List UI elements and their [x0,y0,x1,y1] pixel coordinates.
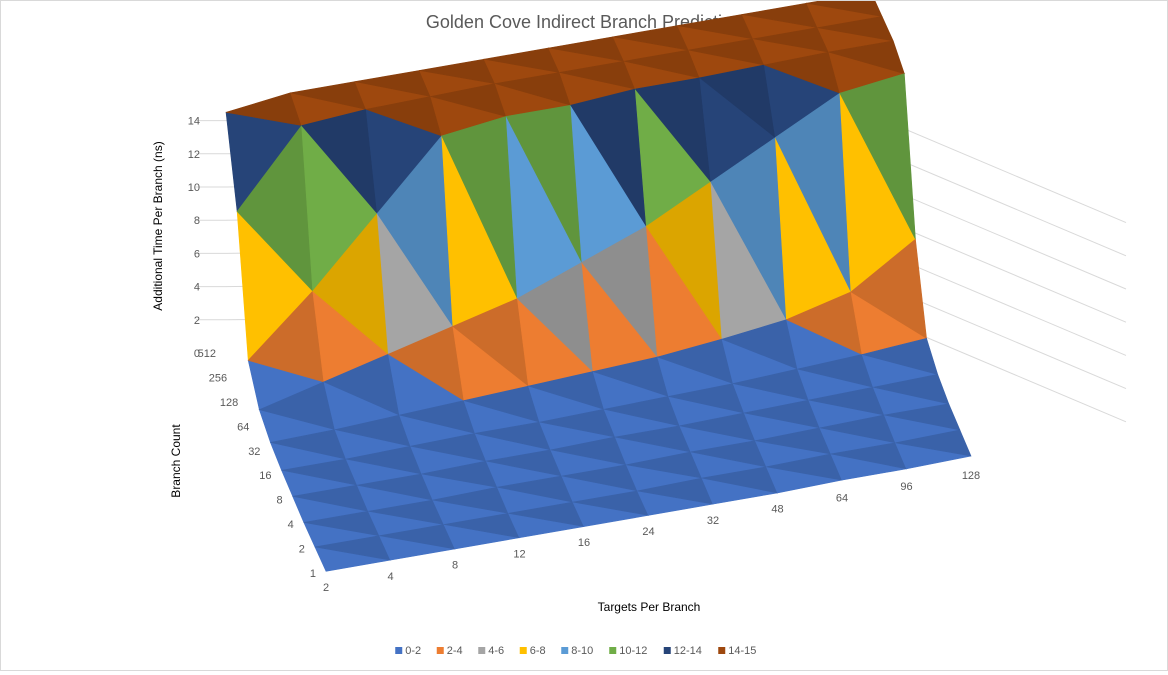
x-tick-label: 4 [387,571,393,583]
z-tick-label: 8 [194,215,200,227]
z-tick-label: 4 [194,282,200,294]
legend-swatch [519,647,527,654]
z-axis-label: Additional Time Per Branch (ns) [151,141,165,310]
y-tick-label: 8 [277,495,283,507]
surface-facet [850,238,927,339]
y-tick-label: 4 [288,519,294,531]
x-tick-label: 48 [771,504,783,516]
legend-label: 12-14 [674,645,702,657]
surface-facet [839,73,916,240]
x-tick-label: 128 [962,470,980,482]
y-tick-label: 32 [248,446,260,458]
y-tick-label: 1 [310,568,316,580]
y-tick-label: 512 [198,348,216,360]
y-tick-label: 128 [220,397,238,409]
legend-swatch [436,647,444,654]
surface-facet [895,429,972,457]
x-tick-label: 64 [836,492,848,504]
legend-swatch [395,647,403,654]
legend-label: 6-8 [530,645,546,657]
z-tick-label: 6 [194,248,200,260]
legend-label: 4-6 [488,645,504,657]
surface-plot [225,0,972,572]
y-tick-label: 64 [237,421,249,433]
legend-label: 2-4 [447,645,463,657]
surface-facet [873,374,950,405]
surface-facet [884,403,961,431]
surface-facet [828,40,905,75]
legend-label: 14-15 [728,645,756,657]
legend-label: 10-12 [619,645,647,657]
x-axis-label: Targets Per Branch [598,600,701,614]
surface-facet [806,0,883,17]
surface-facet [861,337,939,375]
x-tick-label: 2 [323,582,329,594]
legend-swatch [663,647,671,654]
legend-swatch [718,647,726,654]
legend-swatch [609,647,617,654]
x-tick-label: 8 [452,560,458,572]
y-axis-label: Branch Count [169,424,183,498]
z-tick-label: 14 [188,116,200,128]
z-tick-label: 10 [188,182,200,194]
axis-tick-labels: 2481216243248649612812481632641282565120… [188,116,980,594]
legend-swatch [478,647,486,654]
y-tick-label: 2 [299,544,305,556]
x-tick-label: 12 [513,548,525,560]
legend-label: 0-2 [405,645,421,657]
z-tick-label: 12 [188,149,200,161]
chart-title: Golden Cove Indirect Branch Prediction [426,12,742,32]
surface-facet [817,16,894,42]
y-tick-label: 256 [209,372,227,384]
x-tick-label: 16 [578,537,590,549]
legend: 0-2 2-4 4-6 6-8 8-10 10-12 12-14 14-15 [395,645,756,657]
x-tick-label: 24 [642,526,654,538]
z-tick-label: 2 [194,315,200,327]
legend-label: 8-10 [571,645,593,657]
y-tick-label: 16 [259,470,271,482]
z-tick-label: 0 [194,348,200,360]
x-tick-label: 32 [707,515,719,527]
legend-swatch [561,647,569,654]
x-tick-label: 96 [900,481,912,493]
